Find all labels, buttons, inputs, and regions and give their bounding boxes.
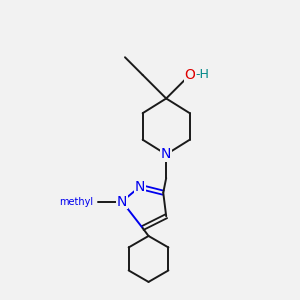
Text: -H: -H [196,68,209,81]
Text: N: N [161,147,171,161]
Text: N: N [134,180,145,194]
Text: methyl: methyl [59,196,93,206]
Text: N: N [117,194,127,208]
Text: O: O [184,68,195,82]
